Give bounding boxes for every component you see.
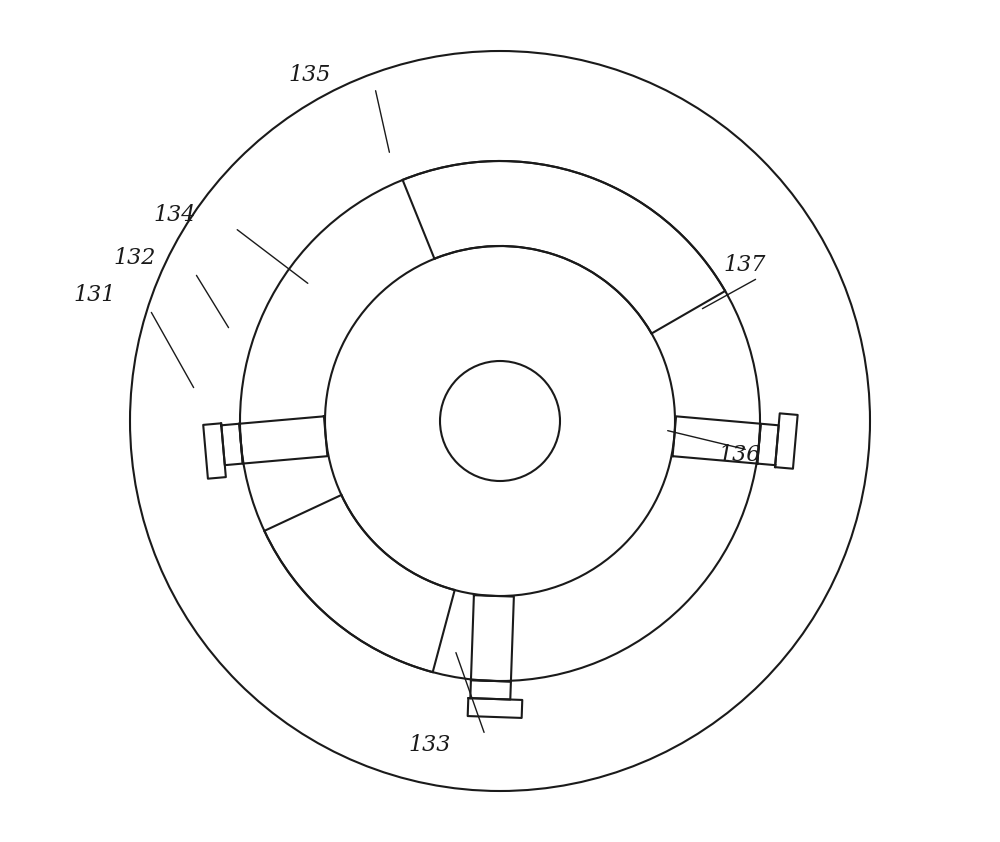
Text: 132: 132 (114, 247, 156, 269)
Text: 137: 137 (724, 254, 766, 276)
Text: 133: 133 (409, 734, 451, 756)
Text: 136: 136 (719, 444, 761, 466)
Text: 135: 135 (289, 64, 331, 86)
Text: 131: 131 (74, 284, 116, 306)
Text: 134: 134 (154, 204, 196, 226)
